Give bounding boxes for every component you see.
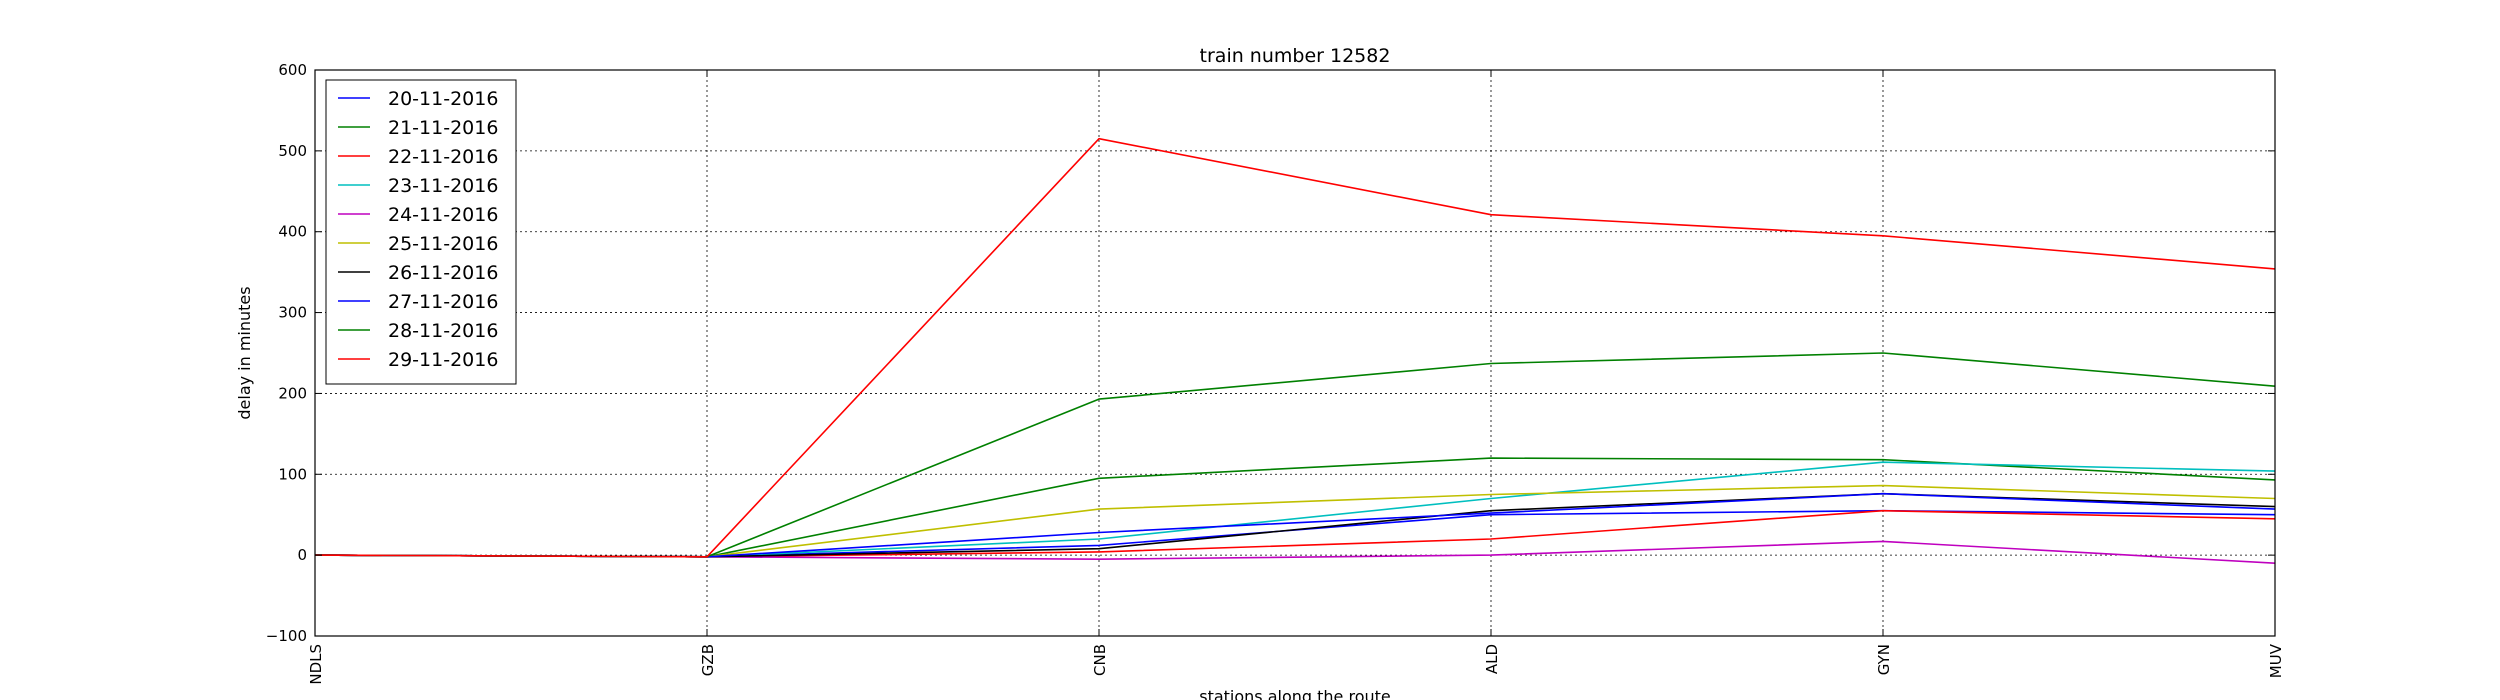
legend-entry: 24-11-2016 xyxy=(388,204,498,226)
series-line xyxy=(314,137,2276,558)
x-axis-title: stations along the route xyxy=(1199,687,1391,700)
legend-box xyxy=(325,79,517,385)
y-axis-title: delay in minutes xyxy=(235,286,254,419)
series-line xyxy=(314,509,2276,558)
y-tick-label: 400 xyxy=(278,223,307,241)
y-tick-label: 500 xyxy=(278,142,307,160)
y-tick-label: −100 xyxy=(266,627,307,645)
x-tick-label: NDLS xyxy=(307,644,325,685)
y-axis-ticks: −100 0 100 200 300 400 500 600 xyxy=(266,61,2275,645)
x-tick-label: GYN xyxy=(1875,644,1893,675)
y-tick-label: 600 xyxy=(278,61,307,79)
x-tick-label: CNB xyxy=(1091,644,1109,676)
x-tick-label: GZB xyxy=(699,644,717,676)
plot-frame xyxy=(314,69,2276,637)
series-line xyxy=(314,509,2276,558)
legend-entry: 29-11-2016 xyxy=(388,349,498,371)
legend-entry: 23-11-2016 xyxy=(388,175,498,197)
legend-entry: 20-11-2016 xyxy=(388,88,498,110)
x-tick-label: MUV xyxy=(2267,643,2285,678)
legend: 20-11-2016 21-11-2016 22-11-2016 23-11-2016… xyxy=(325,79,517,385)
y-tick-label: 300 xyxy=(278,304,307,322)
legend-entry: 26-11-2016 xyxy=(388,262,498,284)
legend-entry: 21-11-2016 xyxy=(388,117,498,139)
y-tick-label: 200 xyxy=(278,384,307,402)
series-line xyxy=(314,461,2276,558)
grid-lines xyxy=(315,70,2275,636)
y-tick-label: 0 xyxy=(297,546,307,564)
legend-entry: 27-11-2016 xyxy=(388,291,498,313)
legend-entry: 28-11-2016 xyxy=(388,320,498,342)
series-line xyxy=(314,457,2276,558)
series-line xyxy=(314,352,2276,558)
legend-entry: 22-11-2016 xyxy=(388,146,498,168)
x-axis-ticks: NDLS GZB CNB ALD GYN MUV xyxy=(307,70,2285,685)
x-tick-label: ALD xyxy=(1483,644,1501,674)
y-tick-label: 100 xyxy=(278,465,307,483)
chart-title: train number 12582 xyxy=(1200,45,1391,67)
series-lines xyxy=(314,137,2276,564)
legend-entry: 25-11-2016 xyxy=(388,233,498,255)
